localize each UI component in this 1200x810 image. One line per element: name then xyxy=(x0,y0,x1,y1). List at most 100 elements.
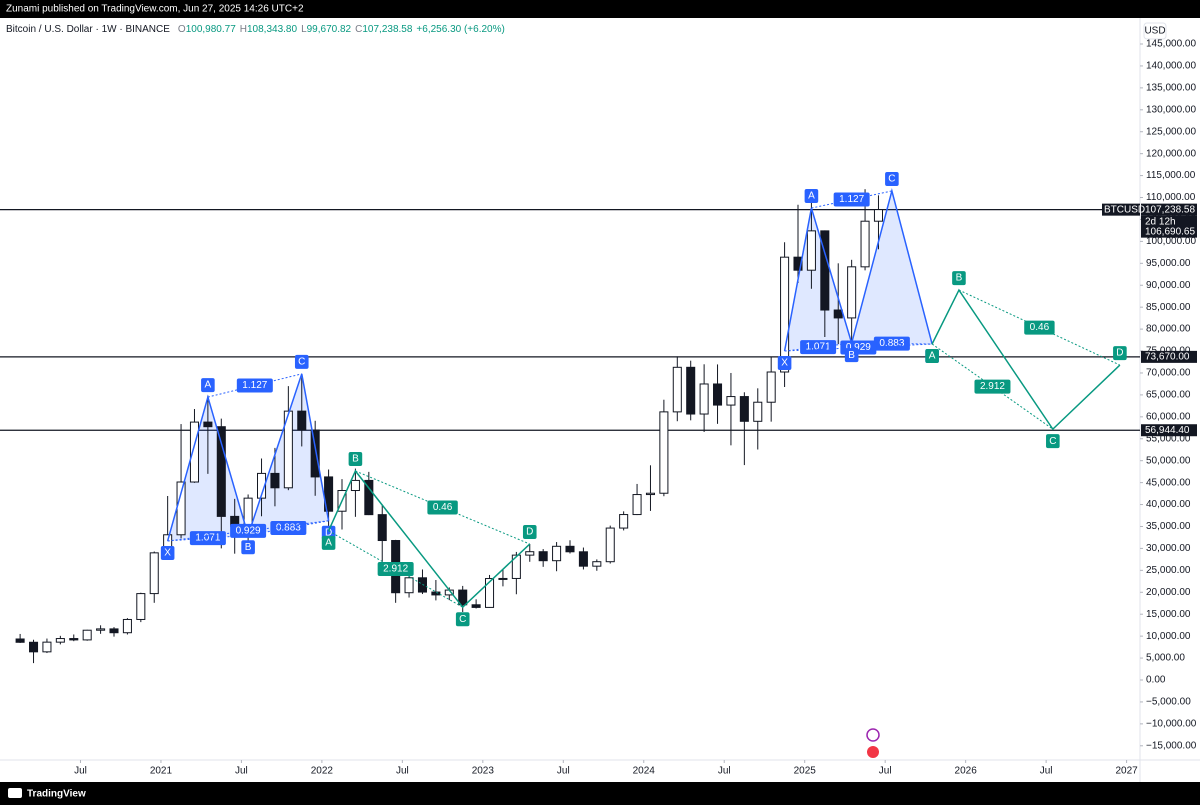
candle-body xyxy=(109,628,119,634)
candle-body xyxy=(82,629,92,641)
ratio-label-box xyxy=(974,379,1011,394)
icon[interactable] xyxy=(867,746,879,758)
y-tick-label: 130,000.00 xyxy=(1146,104,1196,115)
y-tick-label: 110,000.00 xyxy=(1146,192,1196,203)
ratio-label-box xyxy=(236,378,273,393)
candle-body xyxy=(324,476,334,512)
candle-body xyxy=(69,638,79,641)
pattern-fill xyxy=(851,190,933,345)
level-badge xyxy=(1141,350,1197,363)
level-label: 107,238.58 xyxy=(1145,204,1195,215)
candle-body xyxy=(833,309,843,319)
point-label: X xyxy=(164,548,171,559)
point-label: A xyxy=(325,538,332,549)
point-label-box xyxy=(455,612,470,627)
ratio-label: 2.912 xyxy=(383,564,408,575)
candle-body xyxy=(873,209,883,222)
y-tick-label: 120,000.00 xyxy=(1146,148,1196,159)
candle-body xyxy=(565,545,575,553)
candle-body xyxy=(203,421,213,428)
y-tick-label: 70,000.00 xyxy=(1146,368,1191,379)
candle-body xyxy=(29,641,39,653)
y-tick-label: 115,000.00 xyxy=(1146,170,1196,181)
candle-body xyxy=(605,527,615,563)
candle-body xyxy=(619,514,629,529)
point-label: X xyxy=(781,358,788,369)
y-tick-label: 55,000.00 xyxy=(1146,433,1191,444)
candle-body xyxy=(176,481,186,536)
point-label: B xyxy=(245,542,252,553)
y-tick-label: −10,000.00 xyxy=(1146,718,1197,729)
candle-body xyxy=(96,628,106,631)
candle-body xyxy=(15,638,25,643)
currency-box[interactable] xyxy=(1143,22,1167,40)
level-label: 56,944.40 xyxy=(1145,425,1190,436)
y-tick-label: −5,000.00 xyxy=(1146,697,1191,708)
candle-body xyxy=(686,366,696,415)
candle-body xyxy=(645,492,655,496)
x-tick-label: Jul xyxy=(1040,766,1053,777)
y-tick-label: 95,000.00 xyxy=(1146,258,1191,269)
ohlc-key: C xyxy=(355,24,362,35)
y-tick-label: 5,000.00 xyxy=(1146,653,1185,664)
candle-body xyxy=(632,494,642,516)
ohlc-value: 99,670.82 xyxy=(307,24,352,35)
x-tick-label: Jul xyxy=(74,766,87,777)
y-tick-label: 90,000.00 xyxy=(1146,280,1191,291)
point-label-box xyxy=(1113,346,1127,361)
candle-body xyxy=(538,551,548,562)
ohlc-value: 100,980.77 xyxy=(186,24,236,35)
ratio-label: 0.929 xyxy=(846,342,871,353)
icon[interactable] xyxy=(866,728,880,742)
y-tick-label: 15,000.00 xyxy=(1146,609,1191,620)
x-tick-label: 2024 xyxy=(633,766,656,777)
currency: USD xyxy=(1144,26,1165,37)
y-tick-label: 40,000.00 xyxy=(1146,499,1191,510)
candle-body xyxy=(310,429,320,478)
ratio-label-box xyxy=(427,500,458,515)
ratio-label: 1.127 xyxy=(839,194,864,205)
candle-body xyxy=(42,641,52,653)
candle-body xyxy=(122,618,132,634)
point-label: D xyxy=(1116,348,1123,359)
candle-body xyxy=(471,604,481,608)
point-label-box xyxy=(522,525,537,540)
point-label: D xyxy=(526,527,533,538)
point-label-box xyxy=(348,451,363,466)
x-tick-label: 2026 xyxy=(955,766,978,777)
point-label: B xyxy=(956,273,963,284)
candle-body xyxy=(458,589,468,606)
ratio-label: 1.071 xyxy=(806,342,831,353)
point-label: C xyxy=(298,356,305,367)
symbol-line: Bitcoin / U.S. Dollar · 1W · BINANCE O100… xyxy=(6,24,505,35)
point-label-box xyxy=(241,540,255,555)
y-tick-label: 65,000.00 xyxy=(1146,390,1191,401)
ratio-label: 1.127 xyxy=(242,380,267,391)
y-tick-label: −15,000.00 xyxy=(1146,740,1197,751)
y-tick-label: 80,000.00 xyxy=(1146,324,1191,335)
x-tick-label: Jul xyxy=(235,766,248,777)
point-label: D xyxy=(325,527,332,538)
ratio-label: 0.929 xyxy=(236,526,261,537)
candle-body xyxy=(511,554,521,579)
point-label-box xyxy=(844,348,859,363)
point-label: C xyxy=(888,174,895,185)
ratio-label-box xyxy=(270,521,307,536)
candle-body xyxy=(485,578,495,608)
candle-body xyxy=(806,230,816,271)
ratio-label: 1.071 xyxy=(195,533,220,544)
candle-body xyxy=(766,371,776,403)
ratio-label: 0.46 xyxy=(1030,322,1050,333)
y-tick-label: 35,000.00 xyxy=(1146,521,1191,532)
ratio-label: 0.883 xyxy=(276,523,301,534)
ratio-label: 2.912 xyxy=(980,381,1005,392)
pattern-line xyxy=(327,469,531,609)
countdown: 2d 12h xyxy=(1145,216,1176,227)
point-label: C xyxy=(1049,436,1056,447)
candle-body xyxy=(136,593,146,620)
x-tick-label: Jul xyxy=(396,766,409,777)
y-tick-label: 30,000.00 xyxy=(1146,543,1191,554)
point-label: A xyxy=(808,191,815,202)
point-label-box xyxy=(885,171,899,186)
